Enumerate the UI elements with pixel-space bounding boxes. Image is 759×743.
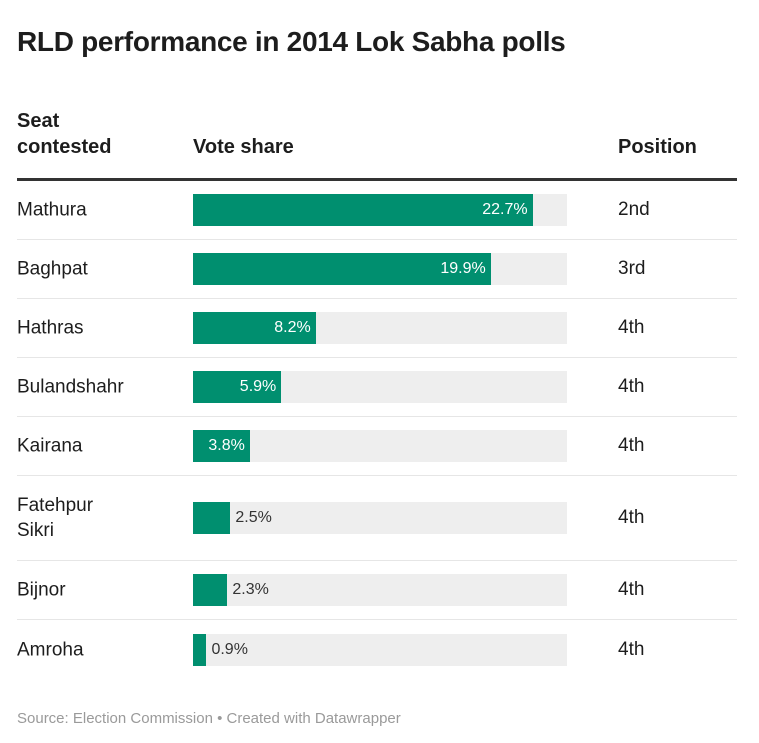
vote-share-label: 2.3%	[232, 581, 269, 598]
chart-title: RLD performance in 2014 Lok Sabha polls	[17, 26, 566, 57]
column-header-seat: Seat contested	[17, 110, 112, 158]
vote-share-bar	[193, 574, 228, 606]
table-row: Baghpat 19.9% 3rd	[17, 240, 737, 299]
position-value: 4th	[618, 317, 645, 338]
vote-share-label: 0.9%	[211, 640, 248, 658]
vote-share-bar	[193, 430, 250, 462]
table-row: Amroha 0.9% 4th	[17, 620, 737, 679]
position-value: 4th	[618, 579, 645, 600]
table-body: Mathura 22.7% 2nd Baghpat 19.9% 3rd Hathra…	[17, 181, 737, 679]
vote-share-bar	[193, 502, 231, 534]
vote-share-bar	[193, 194, 533, 226]
bar-track: 2.3%	[193, 574, 567, 606]
table-row: Bulandshahr 5.9% 4th	[17, 358, 737, 417]
vote-share-bar	[193, 633, 207, 666]
seat-name: Kairana	[17, 435, 83, 457]
bar-track: 0.9%	[193, 633, 567, 666]
bar-track: 8.2%	[193, 312, 567, 344]
seat-name: Baghpat	[17, 258, 88, 280]
seat-name: Amroha	[17, 639, 84, 660]
source-note: Source: Election Commission • Created wi…	[17, 710, 401, 727]
header-divider	[17, 178, 737, 181]
position-value: 3rd	[618, 258, 646, 279]
bar-track: 3.8%	[193, 430, 567, 462]
seat-name: Bijnor	[17, 579, 66, 601]
table-row: Hathras 8.2% 4th	[17, 299, 737, 358]
seat-name: Fatehpur Sikri	[17, 495, 94, 541]
table-row: Mathura 22.7% 2nd	[17, 181, 737, 240]
seat-name: Bulandshahr	[17, 376, 124, 398]
vote-share-label: 5.9%	[239, 378, 277, 395]
vote-share-bar	[193, 312, 316, 344]
bar-track: 19.9%	[193, 253, 567, 285]
bar-track: 5.9%	[193, 371, 567, 403]
position-value: 4th	[618, 638, 645, 660]
vote-share-bar	[193, 253, 491, 285]
position-value: 4th	[618, 376, 645, 397]
table-row: Bijnor 2.3% 4th	[17, 561, 737, 620]
column-header-position: Position	[618, 136, 697, 158]
seat-name: Hathras	[17, 317, 84, 339]
vote-share-label: 19.9%	[440, 260, 486, 277]
bar-track: 2.5%	[193, 502, 567, 534]
vote-share-label: 22.7%	[482, 201, 528, 218]
position-value: 4th	[618, 507, 645, 528]
table-row: Kairana 3.8% 4th	[17, 417, 737, 476]
position-value: 4th	[618, 435, 645, 456]
table-row: Fatehpur Sikri 2.5% 4th	[17, 476, 737, 561]
vote-share-label: 8.2%	[274, 319, 311, 336]
seat-name: Mathura	[17, 199, 87, 221]
vote-share-label: 3.8%	[208, 437, 245, 454]
vote-share-label: 2.5%	[235, 509, 272, 526]
vote-share-bar	[193, 371, 282, 403]
position-value: 2nd	[618, 199, 650, 220]
bar-track: 22.7%	[193, 194, 567, 226]
column-header-vote-share: Vote share	[193, 136, 294, 158]
